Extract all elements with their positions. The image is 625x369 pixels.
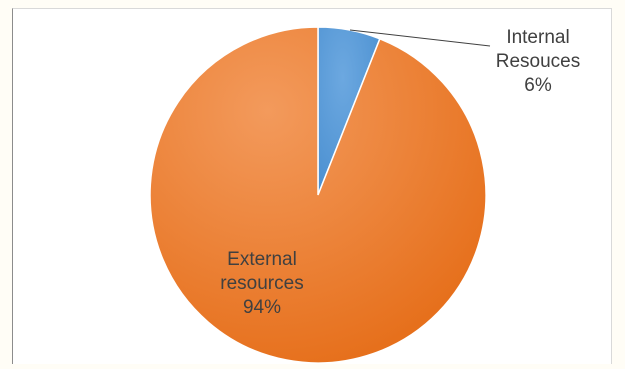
pie-slices <box>149 26 487 364</box>
slice-label-line: External <box>227 249 297 270</box>
slice-label-line: Resouces <box>496 51 581 72</box>
pie-slice-external <box>149 26 487 364</box>
leader-line <box>349 29 491 47</box>
slice-label-line: 94% <box>243 297 281 318</box>
pie-labels: Internal Resouces 6% External resources 94% <box>220 27 580 318</box>
slice-label-line: 6% <box>524 75 552 96</box>
slice-label-line: resources <box>220 273 303 294</box>
slice-label-internal: Internal Resouces 6% <box>496 27 581 96</box>
slice-label-line: Internal <box>506 27 569 48</box>
slice-label-external: External resources 94% <box>220 249 303 318</box>
